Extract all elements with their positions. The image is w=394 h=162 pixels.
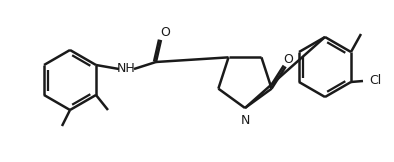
Text: O: O bbox=[284, 53, 294, 66]
Text: N: N bbox=[240, 114, 250, 127]
Text: NH: NH bbox=[117, 63, 136, 75]
Text: O: O bbox=[160, 27, 170, 40]
Text: Cl: Cl bbox=[369, 74, 381, 87]
